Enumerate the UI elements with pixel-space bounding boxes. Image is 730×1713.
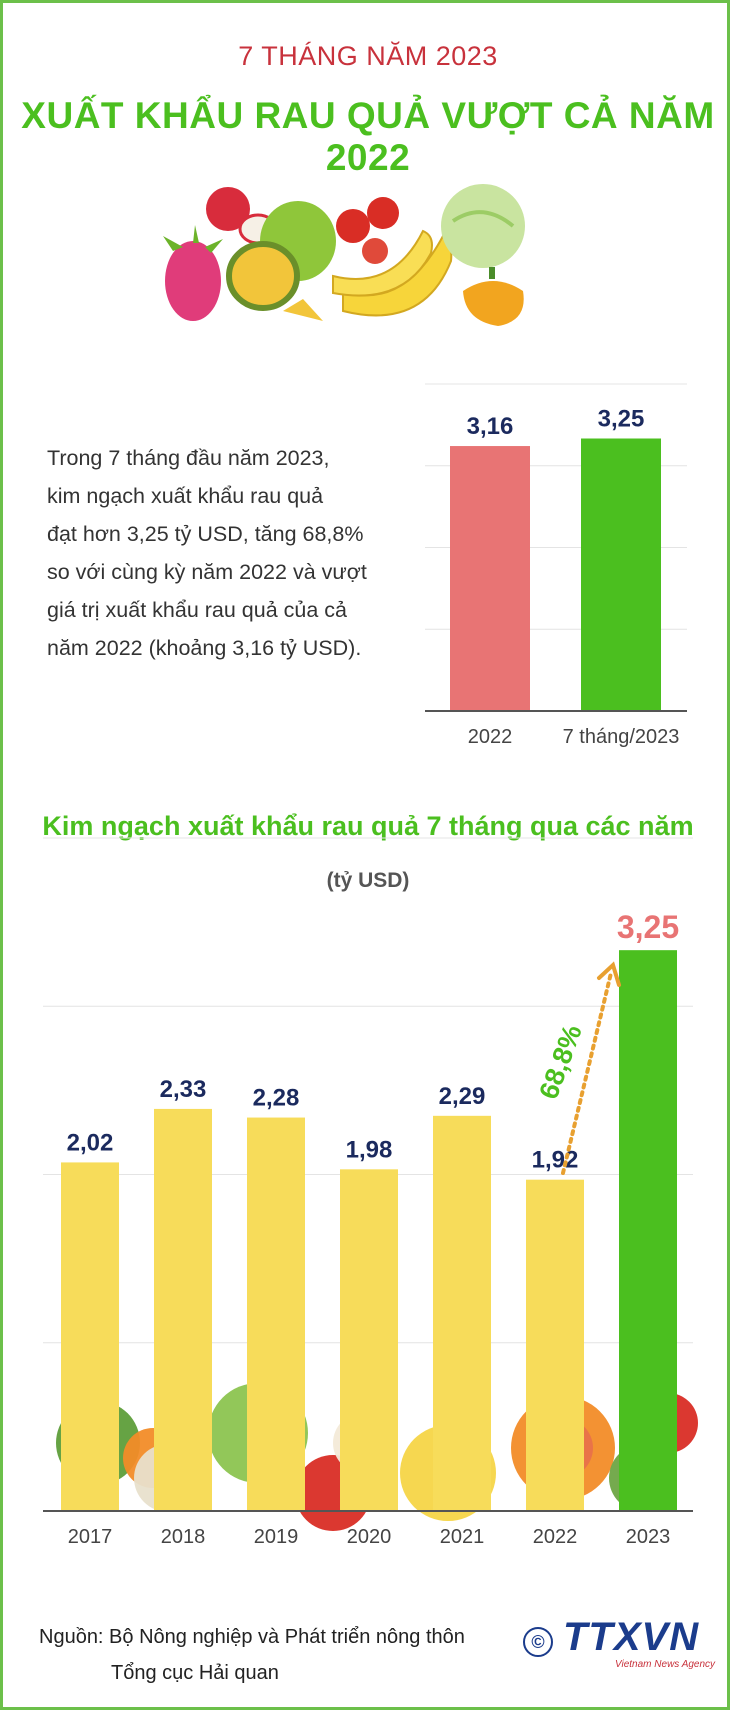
tick-label: 2022	[468, 726, 513, 748]
bar	[61, 1162, 119, 1511]
summary-line: đạt hơn 3,25 tỷ USD, tăng 68,8%	[47, 522, 364, 546]
bar	[450, 446, 530, 711]
summary-line: Trong 7 tháng đầu năm 2023,	[47, 446, 330, 470]
section-unit: (tỷ USD)	[326, 869, 410, 892]
page-title: XUẤT KHẨU RAU QUẢ VƯỢT CẢ NĂM 2022	[21, 95, 715, 178]
tick-label: 2023	[626, 1526, 671, 1548]
bar	[433, 1115, 491, 1511]
growth-annotation: 68,8%	[533, 1021, 587, 1103]
section-title: Kim ngạch xuất khẩu rau quả 7 tháng qua …	[42, 811, 694, 841]
source-note: Nguồn: Bộ Nông nghiệp và Phát triển nông…	[39, 1619, 465, 1691]
data-label: 3,25	[617, 909, 679, 945]
tick-label: 2018	[161, 1526, 206, 1548]
durian-icon	[226, 201, 336, 321]
tomato-icon	[336, 197, 399, 264]
ttxvn-logo: TTXVN	[563, 1615, 700, 1659]
charts-canvas: 3,16 2022 3,25 7 tháng/2023 2,02 2017 2,33 2018…	[43, 383, 698, 1548]
data-label: 2,33	[160, 1076, 207, 1103]
summary-line: kim ngạch xuất khẩu rau quả	[47, 484, 324, 508]
data-label: 2,29	[439, 1083, 486, 1110]
data-label: 1,98	[346, 1136, 393, 1163]
summary-line: năm 2022 (khoảng 3,16 tỷ USD).	[47, 636, 362, 660]
kicker-text: 7 THÁNG NĂM 2023	[238, 41, 498, 71]
growth-arrow	[561, 971, 613, 1175]
bar	[340, 1169, 398, 1511]
tick-label: 2020	[347, 1526, 392, 1548]
tick-label: 7 tháng/2023	[563, 726, 680, 748]
arrow-head-icon	[597, 961, 621, 987]
tick-label: 2017	[68, 1526, 113, 1548]
fruit-illustration	[163, 184, 525, 326]
data-label: 3,25	[598, 406, 645, 433]
summary-line: so với cùng kỳ năm 2022 và vượt	[47, 560, 367, 584]
dragon-fruit-icon	[163, 225, 223, 321]
cabbage-icon	[441, 184, 525, 268]
bar	[526, 1179, 584, 1511]
data-label: 3,16	[467, 413, 514, 440]
copyright-icon: ©	[523, 1627, 553, 1657]
source-line-1: Nguồn: Bộ Nông nghiệp và Phát triển nông…	[39, 1626, 465, 1648]
bar	[247, 1117, 305, 1511]
bar	[154, 1108, 212, 1511]
pepper-icon	[463, 267, 524, 326]
summary-paragraph: Trong 7 tháng đầu năm 2023, kim ngạch xu…	[47, 439, 407, 667]
data-label: 2,02	[67, 1129, 114, 1156]
tick-label: 2022	[533, 1526, 578, 1548]
bar	[581, 438, 661, 711]
bar	[619, 950, 677, 1511]
logo-subtitle: Vietnam News Agency	[615, 1659, 716, 1670]
data-label: 2,28	[253, 1085, 300, 1112]
tick-label: 2021	[440, 1526, 485, 1548]
tick-label: 2019	[254, 1526, 299, 1548]
source-line-2: Tổng cục Hải quan	[111, 1662, 279, 1684]
data-label: 1,92	[532, 1147, 579, 1174]
summary-line: giá trị xuất khẩu rau quả của cả	[47, 598, 347, 622]
